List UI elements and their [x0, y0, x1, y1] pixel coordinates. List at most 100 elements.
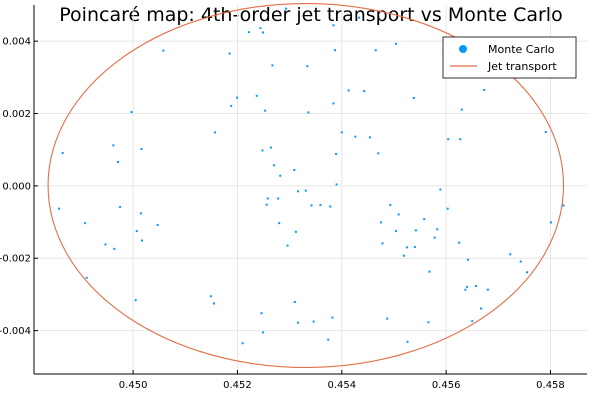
monte-carlo-point [458, 241, 461, 244]
monte-carlo-point [519, 260, 522, 263]
legend-box [442, 36, 577, 79]
monte-carlo-point [377, 152, 380, 155]
monte-carlo-point [156, 223, 159, 226]
monte-carlo-point [347, 89, 350, 92]
y-tick-label: 0.004 [2, 37, 31, 48]
monte-carlo-point [395, 42, 398, 45]
x-tick-label: 0.454 [327, 380, 356, 391]
monte-carlo-point [446, 207, 449, 210]
monte-carlo-point [61, 151, 64, 154]
monte-carlo-point [284, 7, 287, 10]
monte-carlo-point [460, 108, 463, 111]
y-tick-label: -0.002 [0, 254, 31, 265]
monte-carlo-point [228, 52, 231, 55]
monte-carlo-point [447, 138, 450, 141]
monte-carlo-point [379, 221, 382, 224]
monte-carlo-point [329, 205, 332, 208]
monte-carlo-point [265, 203, 268, 206]
monte-carlo-point [368, 136, 371, 139]
monte-carlo-point [209, 295, 212, 298]
monte-carlo-point [140, 147, 143, 150]
monte-carlo-point [480, 307, 483, 310]
monte-carlo-point [381, 242, 384, 245]
y-tick-labels: -0.004 -0.002 0.000 0.002 0.004 [0, 37, 31, 337]
monte-carlo-point [509, 253, 512, 256]
monte-carlo-point [310, 204, 313, 207]
monte-carlo-point [483, 89, 486, 92]
monte-carlo-point [427, 321, 430, 324]
monte-carlo-point [550, 221, 553, 224]
monte-carlo-point [363, 90, 366, 93]
monte-carlo-point [260, 312, 263, 315]
monte-carlo-point [294, 230, 297, 233]
monte-carlo-point [395, 230, 398, 233]
jet-transport-curve [47, 3, 565, 369]
monte-carlo-point [134, 299, 137, 302]
monte-carlo-point [235, 96, 238, 99]
monte-carlo-point [58, 207, 61, 210]
monte-carlo-point [262, 31, 265, 34]
chart-title: Poincaré map: 4th-order jet transport vs… [59, 4, 562, 26]
monte-carlo-point [241, 342, 244, 345]
axes [33, 5, 587, 375]
monte-carlo-point [459, 138, 462, 141]
monte-carlo-point [406, 340, 409, 343]
monte-carlo-point [255, 94, 258, 97]
monte-carlo-point [486, 288, 489, 291]
monte-carlo-point [562, 204, 565, 207]
monte-carlo-point [327, 338, 330, 341]
monte-carlo-point [464, 288, 467, 291]
monte-carlo-point [386, 317, 389, 320]
monte-carlo-point [279, 174, 282, 177]
monte-carlo-point [104, 243, 107, 246]
monte-carlo-point [335, 183, 338, 186]
monte-carlo-point [334, 49, 337, 52]
monte-carlo-point [271, 64, 274, 67]
monte-carlo-point [307, 111, 310, 114]
monte-carlo-point [439, 188, 442, 191]
monte-carlo-point [354, 135, 357, 138]
monte-carlo-point [296, 190, 299, 193]
x-tick-labels: 0.450 0.452 0.454 0.456 0.458 [119, 380, 565, 391]
legend-label-jet-transport: Jet transport [487, 60, 557, 73]
monte-carlo-point [423, 218, 426, 221]
monte-carlo-point [331, 316, 334, 319]
monte-carlo-point [319, 204, 322, 207]
monte-carlo-point [413, 246, 416, 249]
monte-carlo-point [264, 109, 267, 112]
monte-carlo-point [544, 130, 547, 133]
monte-carlo-point [471, 320, 474, 323]
legend-marker-monte-carlo [459, 45, 467, 53]
monte-carlo-point [84, 222, 87, 225]
monte-carlo-point [214, 131, 217, 134]
y-tick-label: 0.002 [2, 109, 31, 120]
monte-carlo-point [474, 285, 477, 288]
monte-carlo-point [212, 302, 215, 305]
monte-carlo-point [269, 146, 272, 149]
monte-carlo-point [428, 270, 431, 273]
monte-carlo-point [526, 271, 529, 274]
monte-carlo-point [306, 65, 309, 68]
monte-carlo-point [335, 153, 338, 156]
monte-carlo-point [293, 168, 296, 171]
monte-carlo-point [402, 254, 405, 257]
monte-carlo-point [332, 102, 335, 105]
monte-carlo-point [130, 111, 133, 114]
monte-carlo-point [286, 244, 289, 247]
monte-carlo-point [85, 276, 88, 279]
monte-carlo-point [374, 49, 377, 52]
monte-carlo-point [340, 131, 343, 134]
monte-carlo-point [436, 228, 439, 231]
monte-carlo-point [467, 258, 470, 261]
monte-carlo-point [247, 31, 250, 34]
x-tick-label: 0.456 [432, 380, 461, 391]
monte-carlo-point [230, 104, 233, 107]
monte-carlo-point [296, 321, 299, 324]
monte-carlo-point [113, 247, 116, 250]
jet-transport-curve-layer [47, 3, 565, 369]
monte-carlo-point [412, 96, 415, 99]
y-tick-label: -0.004 [0, 326, 31, 337]
monte-carlo-point [332, 24, 335, 27]
x-tick-label: 0.450 [119, 380, 148, 391]
